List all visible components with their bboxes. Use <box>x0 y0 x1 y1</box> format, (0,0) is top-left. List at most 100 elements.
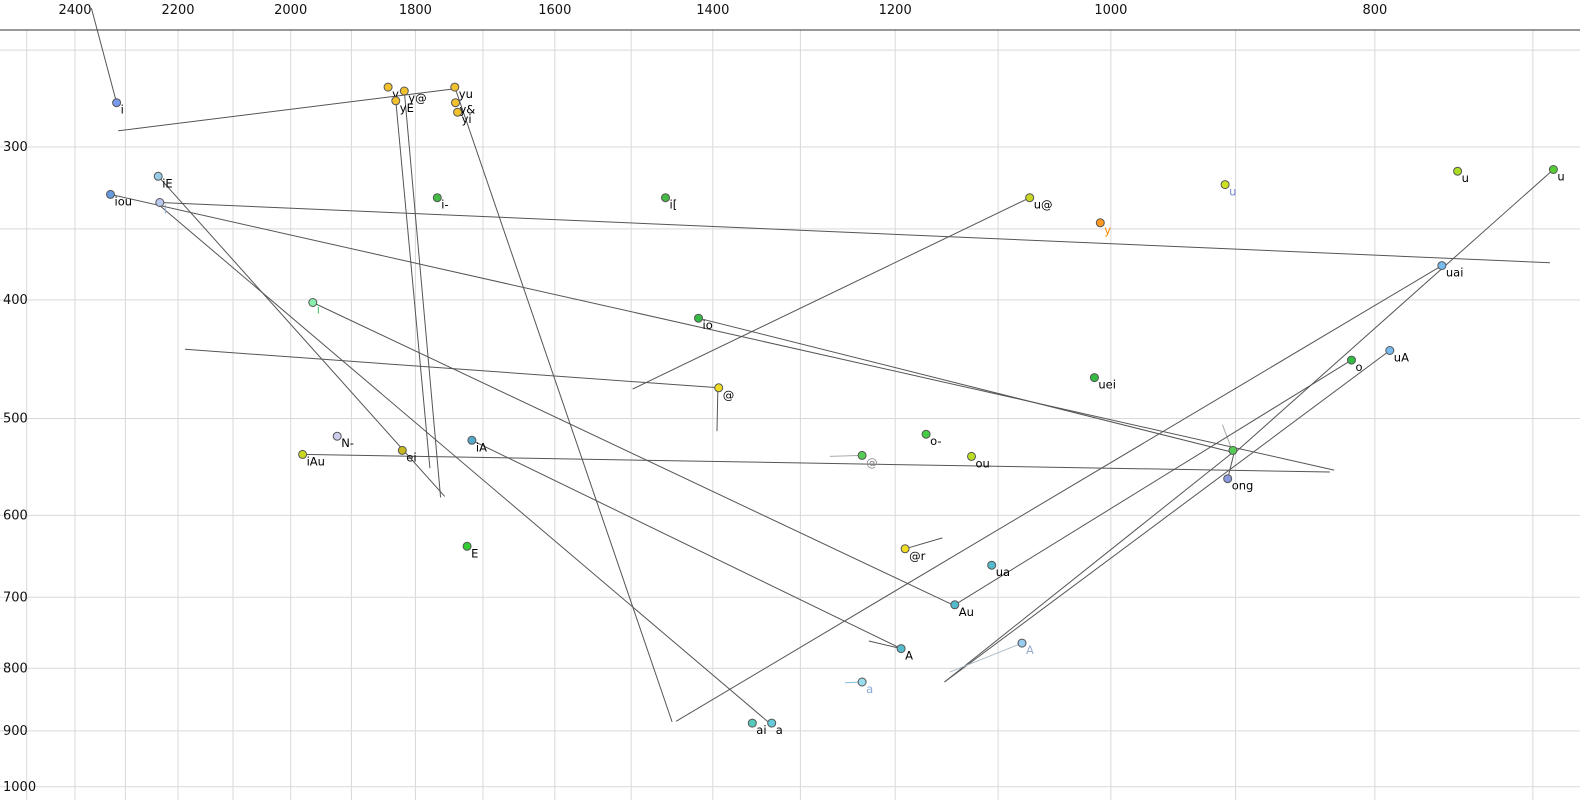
trajectory-line <box>118 88 453 132</box>
point-label: ua <box>996 565 1010 579</box>
point-label: y <box>392 87 399 101</box>
trajectory-line <box>954 359 1352 606</box>
y-tick-label: 700 <box>3 590 28 605</box>
data-point <box>451 98 460 108</box>
point-label: a <box>866 682 873 696</box>
trajectory-line <box>829 454 863 457</box>
data-point <box>967 451 976 461</box>
x-tick-label: 1200 <box>879 3 912 18</box>
trajectory-line <box>944 452 1234 683</box>
trajectory-line <box>868 640 902 650</box>
point-label: u@ <box>1034 198 1053 212</box>
data-point <box>399 86 409 96</box>
data-point <box>467 435 477 445</box>
data-point <box>767 718 777 728</box>
point-label: ai <box>756 723 766 737</box>
trajectory-line <box>944 350 1391 683</box>
point-label: o- <box>930 434 941 448</box>
x-tick-label: 1600 <box>538 3 571 18</box>
data-point <box>153 171 163 181</box>
x-tick-label: 1800 <box>399 3 432 18</box>
point-label: u <box>1462 171 1469 185</box>
data-point <box>1025 193 1035 203</box>
point-label: i <box>121 103 124 117</box>
data-point <box>1223 474 1233 484</box>
x-tick-label: 800 <box>1362 3 1387 18</box>
point-label: i- <box>441 198 448 212</box>
trajectory-line <box>454 86 673 723</box>
trajectory-line <box>675 265 1443 722</box>
trajectory-line <box>302 453 1330 473</box>
point-label: ong <box>1232 479 1254 493</box>
data-point <box>1347 355 1356 365</box>
data-point <box>383 82 393 92</box>
trajectory-line <box>471 439 902 650</box>
data-point <box>1089 373 1099 383</box>
trajectory-line <box>403 90 442 498</box>
data-point <box>857 450 867 460</box>
trajectory-line <box>312 302 953 606</box>
point-label: iou <box>115 194 133 208</box>
point-label: yu <box>459 87 473 101</box>
data-point <box>1385 346 1395 355</box>
trajectory-line <box>90 7 118 103</box>
data-point <box>432 193 442 203</box>
trajectory-line <box>395 100 431 469</box>
y-tick-label: 800 <box>3 661 28 676</box>
data-point <box>155 198 165 207</box>
point-label: A <box>1026 643 1034 657</box>
point-label: a <box>776 723 783 737</box>
point-label: yi <box>462 112 472 126</box>
point-label: @ <box>723 388 735 402</box>
trajectory-line <box>716 391 719 432</box>
data-point <box>1228 445 1238 455</box>
point-label: y& <box>460 103 476 117</box>
trajectory-line <box>1233 169 1554 454</box>
data-point <box>1220 180 1230 190</box>
y-tick-label: 1000 <box>3 780 36 795</box>
trajectory-line <box>632 197 1030 390</box>
data-point <box>1095 218 1105 228</box>
point-label: iA <box>476 440 487 454</box>
point-label: N- <box>341 436 354 450</box>
point-label: y@ <box>408 91 426 105</box>
point-label: y <box>1104 223 1111 237</box>
data-point <box>1453 166 1463 176</box>
point-label: uai <box>1446 266 1464 280</box>
point-label: yE <box>400 101 414 115</box>
data-point <box>714 383 724 393</box>
trajectory-line <box>110 193 1335 471</box>
point-label: uA <box>1394 351 1409 365</box>
point-label: o <box>1356 360 1363 374</box>
point-label: uei <box>1098 378 1116 392</box>
trajectory-line <box>904 537 943 550</box>
point-label: Au <box>959 605 974 619</box>
y-tick-label: 400 <box>3 293 28 308</box>
point-label: ei <box>406 450 416 464</box>
data-point <box>298 449 308 459</box>
data-point <box>453 107 463 117</box>
data-point <box>921 429 931 439</box>
x-tick-label: 2200 <box>161 3 194 18</box>
trajectory-line <box>159 205 769 723</box>
data-point <box>950 600 960 610</box>
data-point <box>661 193 670 203</box>
data-point <box>987 560 997 570</box>
data-point <box>332 431 342 441</box>
data-point <box>857 677 867 687</box>
point-label: u <box>1557 170 1564 184</box>
x-tick-label: 1000 <box>1094 3 1127 18</box>
data-point <box>397 445 407 455</box>
data-point <box>1437 261 1447 271</box>
point-label: @ <box>866 455 878 469</box>
y-tick-label: 900 <box>3 724 28 739</box>
data-point <box>391 96 401 106</box>
point-label: u <box>1229 185 1236 199</box>
data-point <box>106 189 115 199</box>
trajectory-line <box>157 175 446 497</box>
data-point <box>1017 638 1027 648</box>
point-label: ou <box>976 456 990 470</box>
point-label: E <box>471 546 478 560</box>
